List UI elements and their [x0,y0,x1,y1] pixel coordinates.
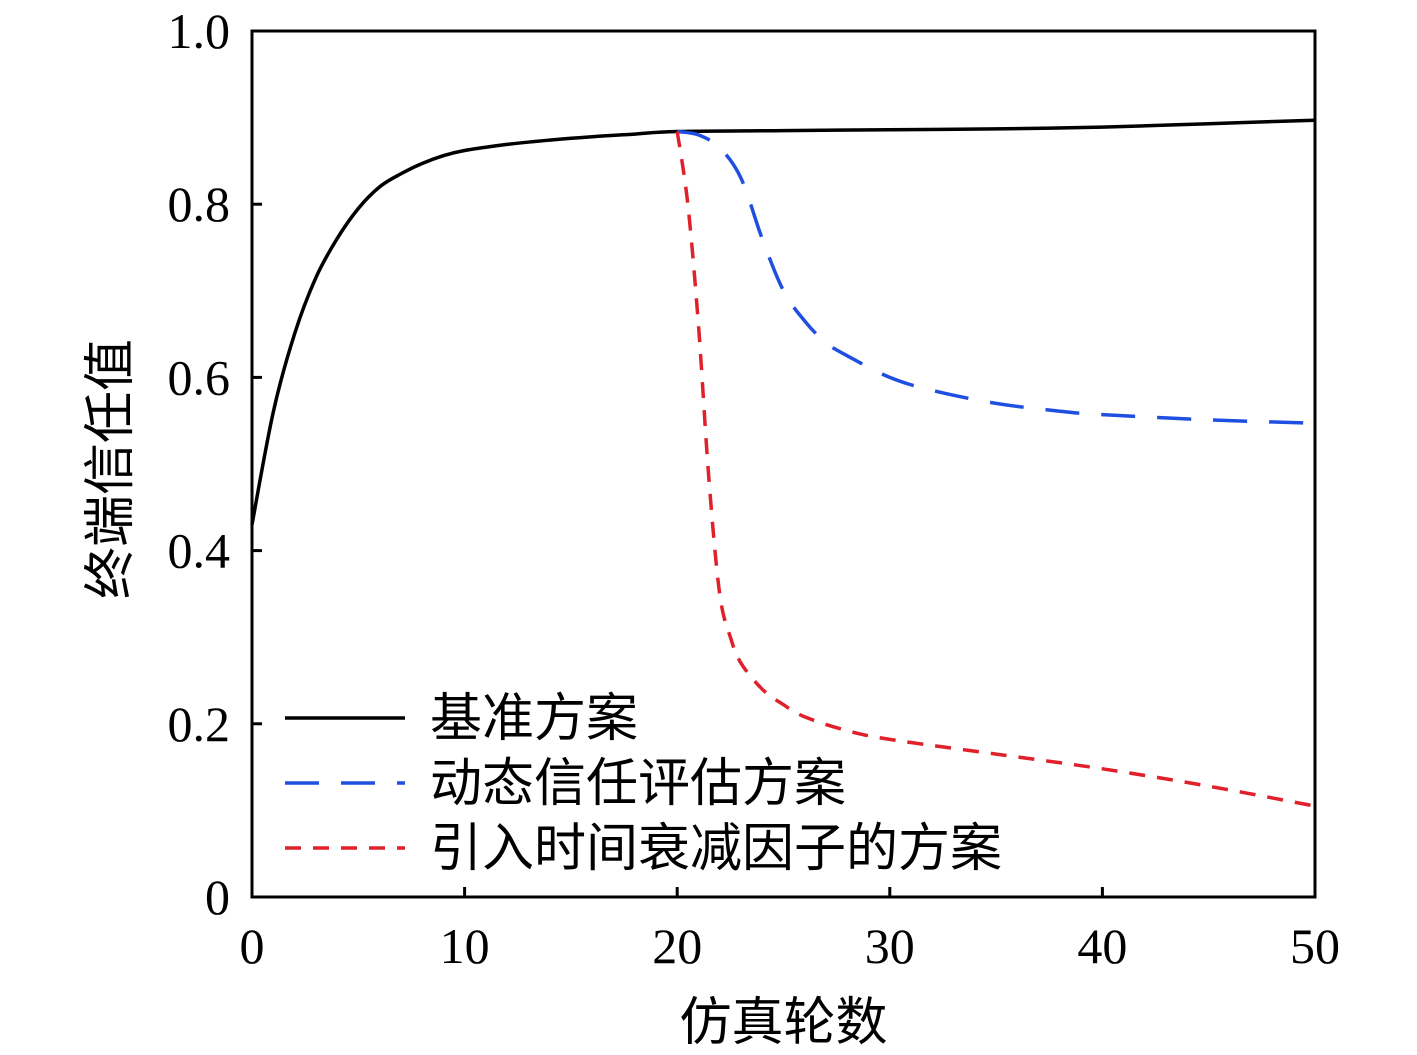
x-tick-label: 40 [1077,918,1127,974]
y-tick-label: 0.4 [168,523,231,579]
plot-frame [250,29,1317,899]
x-tick-label: 20 [652,918,702,974]
y-tick-label: 0 [205,869,230,925]
series-line-3 [675,131,1316,808]
y-tick-label: 0.6 [168,349,231,405]
y-axis-title: 终端信任值 [83,339,140,599]
x-tick-label: 10 [440,918,490,974]
legend-label: 引入时间衰减因子的方案 [430,821,1002,878]
y-axis: 0 0.2 0.4 0.6 0.8 1.0 [168,3,262,925]
x-axis-title: 仿真轮数 [679,995,887,1050]
plot-lines [250,118,1316,808]
x-axis: 0 10 20 30 40 50 [240,887,1340,974]
x-tick-label: 0 [240,918,265,974]
legend-label: 基准方案 [430,691,638,748]
legend-label: 动态信任评估方案 [430,756,846,813]
x-tick-label: 30 [865,918,915,974]
y-tick-label: 0.2 [168,696,231,752]
series-line-2 [676,129,1316,426]
x-tick-label: 50 [1290,918,1340,974]
y-tick-label: 0.8 [168,176,231,232]
y-tick-label: 1.0 [168,3,231,59]
series-line-1 [250,118,1316,525]
